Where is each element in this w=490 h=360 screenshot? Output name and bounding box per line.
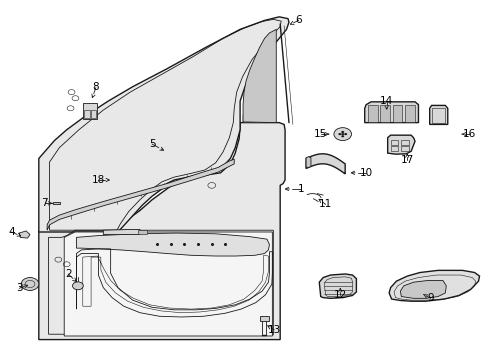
Polygon shape <box>138 230 147 234</box>
Text: 15: 15 <box>314 129 327 139</box>
Polygon shape <box>306 157 311 167</box>
Text: 12: 12 <box>334 291 347 301</box>
Circle shape <box>341 135 344 137</box>
Text: 2: 2 <box>65 269 72 279</box>
Polygon shape <box>368 105 378 122</box>
Circle shape <box>21 278 39 291</box>
Polygon shape <box>243 30 276 123</box>
Polygon shape <box>47 159 234 230</box>
Polygon shape <box>83 103 98 119</box>
Polygon shape <box>260 316 270 320</box>
Circle shape <box>341 131 344 133</box>
Text: 10: 10 <box>360 168 373 178</box>
Text: 18: 18 <box>92 175 105 185</box>
Circle shape <box>334 128 351 140</box>
Polygon shape <box>76 233 270 256</box>
Polygon shape <box>53 202 60 204</box>
Polygon shape <box>380 105 390 122</box>
Polygon shape <box>103 229 140 234</box>
Polygon shape <box>243 110 262 123</box>
Polygon shape <box>405 105 415 122</box>
Text: 5: 5 <box>149 139 155 149</box>
Text: 9: 9 <box>427 293 434 303</box>
Text: 13: 13 <box>268 325 281 335</box>
Polygon shape <box>388 135 415 154</box>
Text: 6: 6 <box>295 15 302 26</box>
Polygon shape <box>392 105 402 122</box>
Text: 4: 4 <box>8 227 15 237</box>
Polygon shape <box>389 270 480 301</box>
Text: 1: 1 <box>298 184 304 194</box>
Polygon shape <box>39 17 289 232</box>
Text: 3: 3 <box>16 283 23 293</box>
Polygon shape <box>365 102 418 123</box>
Polygon shape <box>64 232 272 336</box>
Text: 16: 16 <box>463 129 476 139</box>
Text: 7: 7 <box>41 198 48 208</box>
Polygon shape <box>19 231 30 238</box>
Polygon shape <box>400 280 446 298</box>
Text: 14: 14 <box>380 96 393 106</box>
Text: 17: 17 <box>401 155 414 165</box>
Polygon shape <box>319 274 356 298</box>
Circle shape <box>73 282 83 290</box>
Polygon shape <box>39 123 285 339</box>
Text: 8: 8 <box>93 82 99 93</box>
Circle shape <box>338 133 341 135</box>
Text: 11: 11 <box>319 199 332 210</box>
Circle shape <box>341 133 344 135</box>
Polygon shape <box>306 154 345 174</box>
Polygon shape <box>430 105 448 125</box>
Circle shape <box>344 133 347 135</box>
